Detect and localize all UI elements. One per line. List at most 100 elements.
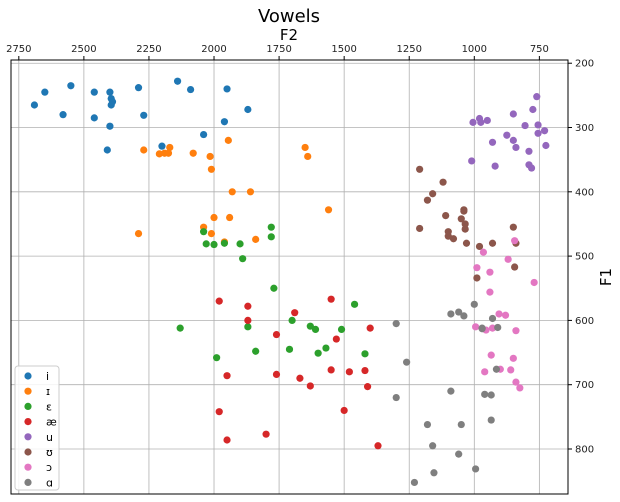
data-point — [272, 330, 281, 339]
data-point — [527, 164, 536, 172]
legend-marker — [24, 448, 32, 456]
data-point — [366, 324, 374, 332]
legend-marker — [24, 418, 32, 426]
data-point — [252, 235, 260, 243]
data-point — [423, 196, 432, 204]
legend-marker — [24, 402, 32, 410]
x-tick-label: 2250 — [136, 44, 161, 55]
data-point — [350, 300, 359, 308]
series-ɛ — [176, 223, 369, 362]
data-point — [213, 354, 221, 362]
legend-label: i — [46, 370, 49, 383]
data-point — [487, 351, 495, 359]
data-point — [332, 335, 340, 343]
data-point — [140, 146, 148, 154]
data-point — [486, 288, 494, 296]
y-tick-label: 800 — [575, 444, 594, 455]
data-point — [460, 207, 468, 215]
x-tick-label: 2500 — [71, 44, 96, 55]
data-point — [416, 224, 424, 233]
data-point — [472, 323, 480, 331]
data-point — [41, 88, 49, 96]
data-point — [189, 149, 197, 157]
y-tick-label: 700 — [575, 380, 594, 391]
data-point — [322, 344, 330, 352]
data-points — [30, 77, 550, 487]
data-point — [455, 450, 463, 458]
data-point — [361, 350, 369, 358]
data-point — [507, 366, 515, 374]
data-point — [90, 88, 98, 96]
data-point — [200, 130, 208, 139]
data-point — [252, 347, 260, 355]
series-ɪ — [134, 136, 333, 246]
data-point — [291, 309, 299, 317]
plot-background — [11, 60, 568, 494]
data-point — [534, 121, 542, 129]
data-point — [311, 325, 320, 334]
data-point — [314, 349, 322, 357]
x-tick-label: 2000 — [201, 44, 226, 55]
data-point — [457, 215, 465, 223]
data-point — [134, 230, 143, 238]
data-point — [392, 320, 400, 328]
data-point — [270, 284, 278, 292]
data-point — [533, 93, 541, 101]
data-point — [530, 278, 538, 287]
data-point — [475, 242, 484, 251]
x-tick-label: 1500 — [331, 44, 356, 55]
data-point — [495, 310, 503, 318]
data-point — [223, 372, 231, 380]
data-point — [106, 122, 114, 130]
data-point — [106, 88, 114, 96]
data-point — [107, 101, 115, 109]
data-point — [220, 118, 229, 126]
data-point — [516, 384, 524, 392]
data-point — [483, 116, 491, 125]
series-ʊ — [416, 165, 520, 282]
legend-marker — [24, 372, 32, 380]
data-point — [337, 325, 346, 334]
plot-frame — [10, 59, 569, 495]
data-point — [503, 131, 511, 139]
data-point — [244, 302, 252, 310]
data-point — [228, 188, 236, 196]
x-axis-ticks: 2750 2500 2250 2000 1750 1500 1250 1000 750 — [6, 44, 549, 60]
data-point — [429, 442, 437, 450]
series-ɑ — [392, 300, 502, 487]
data-point — [306, 382, 314, 390]
y-tick-label: 500 — [575, 252, 594, 263]
series-ɔ — [472, 237, 538, 392]
data-point — [509, 110, 517, 118]
data-point — [511, 237, 519, 245]
data-point — [103, 146, 111, 154]
data-point — [486, 268, 494, 276]
data-point — [472, 465, 480, 473]
legend-label: ɑ — [46, 476, 53, 489]
data-point — [511, 263, 519, 271]
data-point — [469, 118, 477, 126]
data-point — [186, 85, 195, 94]
data-point — [262, 430, 270, 438]
data-point — [244, 316, 252, 324]
data-point — [363, 383, 372, 391]
data-point — [327, 366, 335, 374]
data-point — [487, 391, 495, 399]
data-point — [491, 162, 499, 170]
data-point — [468, 157, 476, 165]
data-point — [206, 152, 214, 161]
x-axis-label: F2 — [280, 26, 298, 44]
data-point — [345, 368, 353, 376]
data-point — [478, 324, 486, 332]
legend-marker — [24, 463, 32, 471]
data-point — [542, 141, 550, 150]
data-point — [202, 240, 210, 248]
data-point — [461, 220, 469, 228]
legend-label: æ — [46, 416, 57, 429]
data-point — [267, 223, 275, 231]
data-point — [246, 188, 255, 196]
series-æ — [215, 295, 382, 450]
data-point — [460, 312, 468, 320]
